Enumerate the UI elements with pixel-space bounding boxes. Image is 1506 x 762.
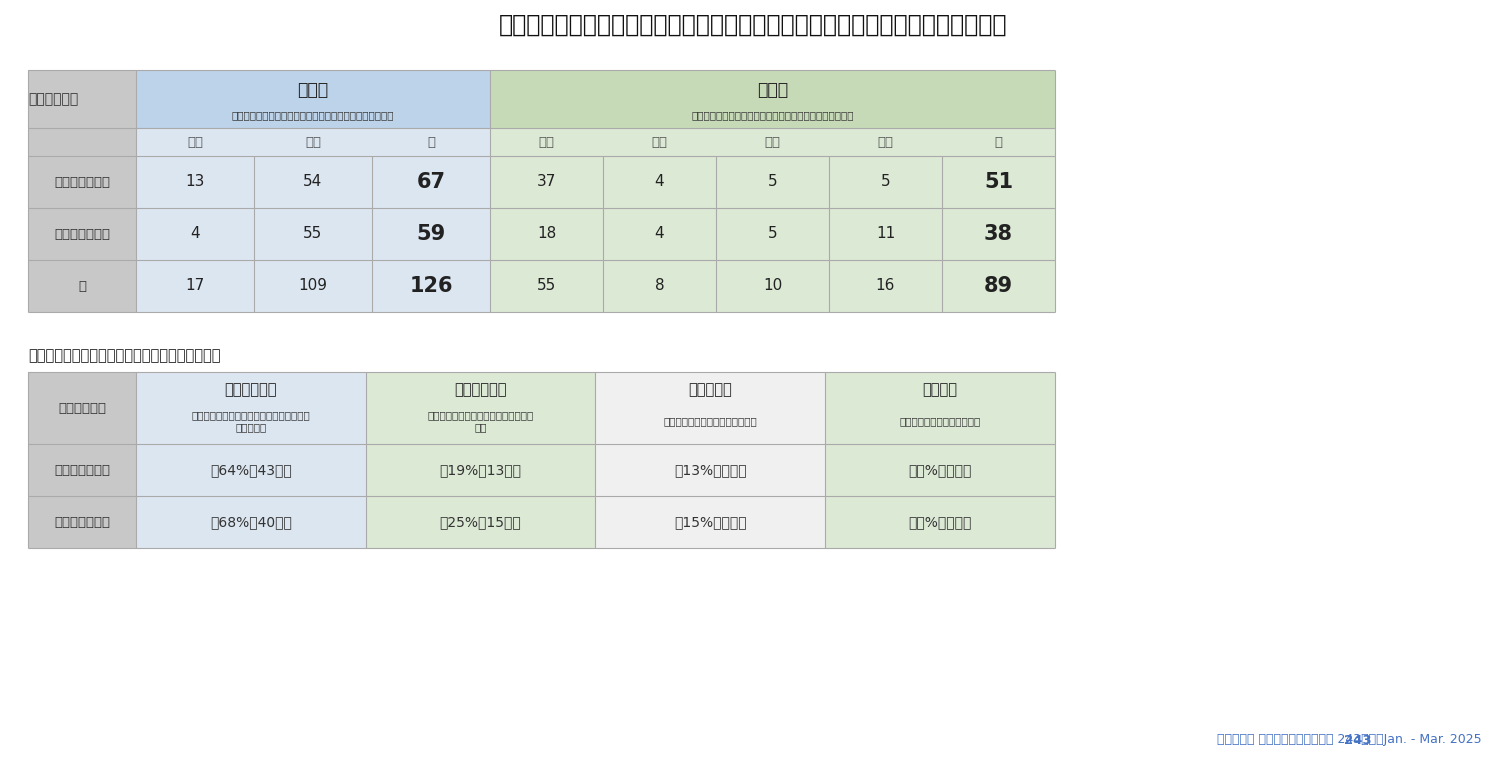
Text: デジタル分野: デジタル分野 <box>224 382 277 397</box>
Text: 5: 5 <box>768 174 777 190</box>
Text: 54: 54 <box>303 174 322 190</box>
Text: 126: 126 <box>410 276 453 296</box>
Bar <box>136 444 366 496</box>
Bar <box>29 260 136 312</box>
Text: 4: 4 <box>655 174 664 190</box>
Text: 公立: 公立 <box>652 136 667 149</box>
Bar <box>29 156 136 208</box>
Text: 食・農分野: 食・農分野 <box>688 382 732 397</box>
Text: 組織名に「環境」「グリーン」を含む
もの: 組織名に「環境」「グリーン」を含む もの <box>428 410 533 432</box>
Text: 16: 16 <box>876 278 895 293</box>
Bar <box>825 444 1056 496</box>
Text: 約７%（５件）: 約７%（５件） <box>908 463 971 477</box>
Bar <box>595 496 825 548</box>
Text: （高度情報専門人材の確保に向けた機能強化に係る支援）: （高度情報専門人材の確保に向けた機能強化に係る支援） <box>691 110 854 120</box>
Text: 私立: 私立 <box>765 136 780 149</box>
Bar <box>136 208 489 260</box>
Bar <box>489 208 1056 260</box>
Text: 5: 5 <box>881 174 890 190</box>
Text: 約68%（40件）: 約68%（40件） <box>209 515 292 529</box>
Text: 4: 4 <box>190 226 200 242</box>
Bar <box>136 156 489 208</box>
Bar <box>489 260 1056 312</box>
Text: 【支援１　選定大学における学部再編等の分野】: 【支援１ 選定大学における学部再編等の分野】 <box>29 348 220 363</box>
Bar <box>366 496 595 548</box>
Text: 高専: 高専 <box>878 136 893 149</box>
Bar <box>136 260 489 312</box>
Text: 国立: 国立 <box>539 136 554 149</box>
Text: 5: 5 <box>768 226 777 242</box>
Bar <box>825 372 1056 444</box>
Bar <box>29 208 136 260</box>
Text: 健康分野: 健康分野 <box>923 382 958 397</box>
Bar <box>29 70 136 128</box>
Text: 組織名に「情報」「デジタル」「データ」
を含むもの: 組織名に「情報」「デジタル」「データ」 を含むもの <box>191 410 310 432</box>
Text: 令和５年度選定: 令和５年度選定 <box>54 463 110 476</box>
Text: 計: 計 <box>994 136 1003 149</box>
Text: 改組後の分野: 改組後の分野 <box>59 402 105 415</box>
Text: （学部再編等による特定成長分野への転換等に係る支援）: （学部再編等による特定成長分野への転換等に係る支援） <box>232 110 395 120</box>
Text: 4: 4 <box>655 226 664 242</box>
Bar <box>366 372 595 444</box>
Bar <box>29 444 136 496</box>
Bar <box>366 444 595 496</box>
Text: 109: 109 <box>298 278 327 293</box>
Bar <box>29 372 136 444</box>
Bar <box>489 70 1056 128</box>
Text: 38: 38 <box>983 224 1014 244</box>
Text: 令和５年度選定: 令和５年度選定 <box>54 175 110 188</box>
Bar <box>595 444 825 496</box>
Text: 公立: 公立 <box>187 136 203 149</box>
Bar <box>29 496 136 548</box>
Text: 11: 11 <box>876 226 895 242</box>
Bar <box>825 496 1056 548</box>
Text: 約19%（13件）: 約19%（13件） <box>440 463 521 477</box>
Text: 17: 17 <box>185 278 205 293</box>
Text: 支援１: 支援１ <box>298 82 328 99</box>
Text: 図２　大学・高専機能強化支援事業　令和５年度及び令和６年度公募の選定結果: 図２ 大学・高専機能強化支援事業 令和５年度及び令和６年度公募の選定結果 <box>498 13 1008 37</box>
Text: 約13%（９件）: 約13%（９件） <box>675 463 747 477</box>
Text: 67: 67 <box>417 172 446 192</box>
Bar <box>489 156 1056 208</box>
Bar <box>29 128 136 156</box>
Text: 組織名に「健康」を含むもの: 組織名に「健康」を含むもの <box>899 416 980 426</box>
Text: 計: 計 <box>78 280 86 293</box>
Text: リクルート カレッジマネジメント 243　｜　Jan. - Mar. 2025: リクルート カレッジマネジメント 243 ｜ Jan. - Mar. 2025 <box>1217 734 1482 747</box>
Text: 89: 89 <box>983 276 1014 296</box>
Bar <box>136 70 489 128</box>
Text: 51: 51 <box>983 172 1014 192</box>
Text: 37: 37 <box>536 174 556 190</box>
Bar <box>136 128 489 156</box>
Text: 55: 55 <box>536 278 556 293</box>
Bar <box>136 496 366 548</box>
Text: 私立: 私立 <box>306 136 321 149</box>
Text: 令和６年度選定: 令和６年度選定 <box>54 516 110 529</box>
Text: 8: 8 <box>655 278 664 293</box>
Text: 18: 18 <box>536 226 556 242</box>
Text: 59: 59 <box>416 224 446 244</box>
Text: 令和６年度選定: 令和６年度選定 <box>54 228 110 241</box>
Text: 計: 計 <box>428 136 435 149</box>
Text: 10: 10 <box>764 278 782 293</box>
Text: 243: 243 <box>1345 734 1372 747</box>
Text: 約64%（43件）: 約64%（43件） <box>209 463 292 477</box>
Text: 組織名に「食」「農」を含むもの: 組織名に「食」「農」を含むもの <box>664 416 758 426</box>
Bar <box>489 128 1056 156</box>
Text: 支援２: 支援２ <box>758 82 788 99</box>
Text: 13: 13 <box>185 174 205 190</box>
Bar <box>595 372 825 444</box>
Text: グリーン分野: グリーン分野 <box>455 382 508 397</box>
Text: 約15%（９件）: 約15%（９件） <box>675 515 747 529</box>
Bar <box>136 372 366 444</box>
Text: 約25%（15件）: 約25%（15件） <box>440 515 521 529</box>
Text: 55: 55 <box>303 226 322 242</box>
Text: 【選定件数】: 【選定件数】 <box>29 92 78 106</box>
Text: 約８%（５件）: 約８%（５件） <box>908 515 971 529</box>
